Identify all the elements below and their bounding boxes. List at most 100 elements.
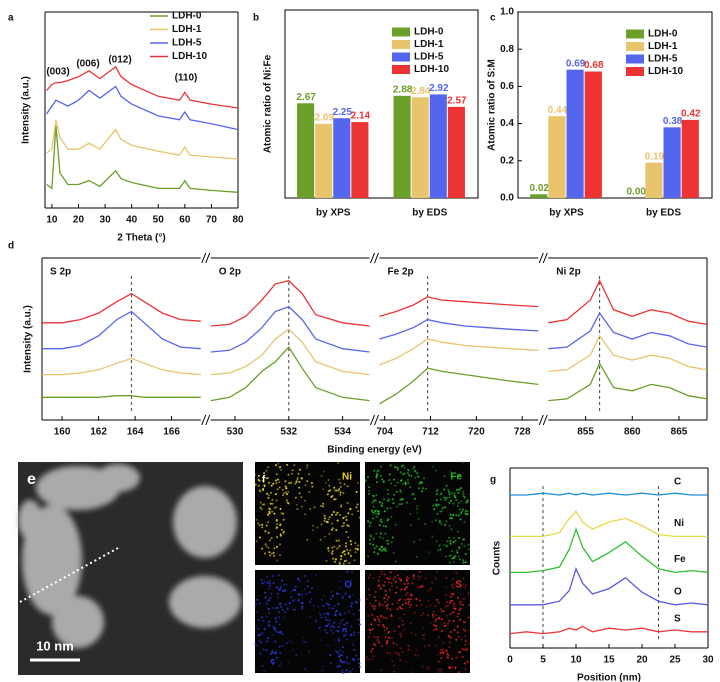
map-pixel — [407, 644, 410, 647]
map-pixel — [293, 598, 296, 601]
annotation: (012) — [108, 55, 131, 66]
map-pixel — [275, 586, 278, 589]
map-pixel — [364, 478, 367, 481]
map-pixel — [467, 543, 470, 546]
map-pixel — [416, 649, 418, 652]
map-pixel — [439, 548, 442, 551]
map-pixel — [322, 470, 325, 473]
map-pixel — [338, 478, 341, 481]
map-pixel — [459, 487, 462, 490]
x-tick-label: 40 — [126, 215, 138, 226]
map-pixel — [342, 635, 345, 638]
x-tick-label: 160 — [54, 427, 71, 438]
map-pixel — [296, 508, 299, 511]
x-tick-label: 50 — [153, 215, 165, 226]
map-pixel — [375, 494, 378, 496]
map-pixel — [306, 464, 309, 467]
map-pixel — [375, 512, 377, 515]
map-pixel — [295, 503, 298, 506]
map-pixel — [448, 619, 451, 622]
map-pixel — [436, 571, 439, 574]
map-pixel — [276, 545, 278, 548]
map-pixel — [396, 481, 399, 484]
x-tick-label: 530 — [227, 427, 244, 438]
map-pixel — [385, 540, 388, 542]
map-pixel — [263, 472, 266, 475]
map-pixel — [383, 573, 386, 576]
map-pixel — [273, 507, 276, 509]
map-pixel — [332, 511, 335, 513]
map-pixel — [452, 593, 455, 596]
map-pixel — [388, 581, 390, 584]
series-line — [510, 527, 709, 574]
map-pixel — [450, 631, 452, 633]
map-pixel — [366, 656, 369, 658]
map-pixel — [279, 602, 282, 605]
map-pixel — [454, 607, 457, 610]
map-pixel — [438, 616, 440, 619]
map-pixel — [344, 592, 347, 595]
map-pixel — [440, 657, 443, 660]
value-label: 0.00 — [626, 187, 646, 198]
map-pixel — [398, 503, 401, 506]
map-pixel — [398, 653, 400, 656]
map-pixel — [449, 513, 452, 516]
map-pixel — [283, 583, 286, 586]
map-pixel — [460, 500, 463, 503]
map-pixel — [344, 612, 347, 615]
map-pixel — [400, 479, 403, 482]
map-pixel — [324, 535, 326, 538]
map-pixel — [354, 551, 357, 554]
series-label: O — [674, 586, 682, 597]
map-pixel — [328, 607, 331, 609]
map-pixel — [330, 629, 333, 632]
map-pixel — [295, 654, 298, 657]
map-pixel — [452, 541, 455, 543]
map-pixel — [374, 509, 377, 512]
map-pixel — [345, 545, 347, 548]
series-label: Ni — [674, 518, 684, 529]
map-pixel — [269, 652, 272, 655]
map-pixel — [266, 581, 269, 584]
map-pixel — [462, 561, 465, 564]
map-pixel — [308, 473, 311, 476]
map-pixel — [398, 632, 401, 635]
x-tick-label: 534 — [334, 427, 351, 438]
axis-break — [374, 414, 379, 426]
map-pixel — [401, 498, 404, 501]
map-pixel — [275, 629, 277, 632]
map-pixel — [287, 473, 290, 476]
map-pixel — [339, 649, 342, 652]
series-line — [379, 296, 539, 317]
map-pixel — [335, 609, 338, 612]
map-pixel — [265, 545, 268, 548]
map-pixel — [464, 668, 467, 670]
map-pixel — [448, 536, 450, 539]
bar — [315, 123, 333, 198]
map-pixel — [448, 524, 451, 527]
map-pixel — [382, 616, 385, 619]
map-pixel — [343, 661, 346, 664]
map-pixel — [374, 636, 377, 639]
map-pixel — [406, 579, 408, 582]
map-pixel — [388, 479, 391, 481]
map-pixel — [267, 521, 270, 524]
map-pixel — [260, 641, 263, 644]
map-pixel — [449, 540, 452, 543]
map-pixel — [440, 651, 443, 653]
x-tick-label: 704 — [376, 427, 393, 438]
map-pixel — [351, 513, 354, 516]
map-pixel — [357, 510, 360, 513]
map-pixel — [399, 607, 402, 610]
map-pixel — [255, 518, 258, 521]
map-pixel — [452, 603, 455, 605]
map-pixel — [421, 487, 424, 490]
map-pixel — [393, 630, 396, 633]
map-pixel — [459, 518, 462, 521]
map-pixel — [406, 472, 409, 475]
map-pixel — [338, 626, 341, 629]
x-tick-label: 30 — [100, 215, 112, 226]
map-pixel — [339, 659, 342, 661]
map-pixel — [291, 472, 294, 475]
map-pixel — [406, 478, 409, 481]
